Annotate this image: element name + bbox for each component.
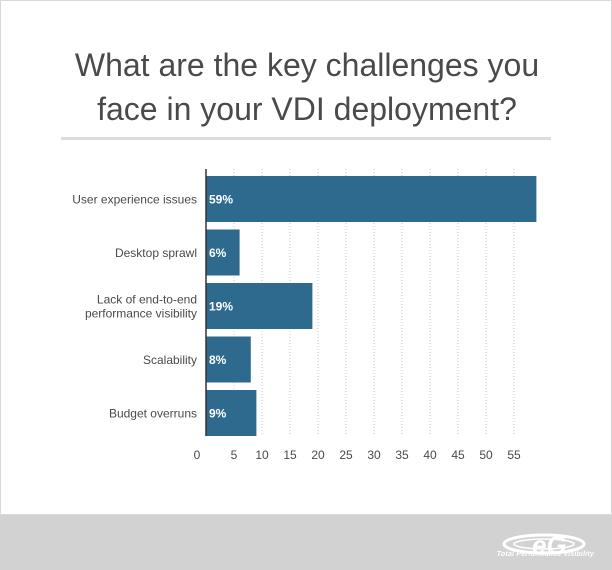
bar [206,229,240,276]
x-tick-label: 40 [423,448,437,462]
x-tick-label: 5 [231,448,238,462]
title-divider [61,137,551,140]
bar [206,336,251,383]
eg-logo: eG [502,530,586,560]
chart-title: What are the key challenges you face in … [1,43,612,131]
data-label: 8% [209,353,227,367]
x-tick-label: 25 [339,448,353,462]
x-tick-label: 15 [283,448,297,462]
x-tick-label: 0 [194,448,201,462]
category-label: Budget overruns [109,407,197,421]
x-tick-label: 45 [451,448,465,462]
bar [206,390,257,436]
data-label: 6% [209,246,227,260]
bar [206,176,537,222]
category-label: Scalability [143,353,197,367]
x-tick-label: 10 [255,448,269,462]
svg-text:eG: eG [532,530,567,560]
bar [206,283,313,329]
chart-card: What are the key challenges you face in … [0,0,612,515]
category-label: User experience issues [72,193,197,207]
category-label: Desktop sprawl [115,246,197,260]
chart-title-line-2: face in your VDI deployment? [97,91,517,127]
category-label: Lack of end-to-end [97,293,197,307]
logo-tagline: Total Performance Visibility [496,551,594,558]
footer-band [0,515,612,570]
x-tick-label: 55 [507,448,521,462]
data-label: 19% [209,300,233,314]
x-tick-label: 30 [367,448,381,462]
data-label: 59% [209,193,233,207]
chart-title-line-1: What are the key challenges you [74,47,540,83]
category-label: performance visibility [85,307,197,321]
x-tick-label: 35 [395,448,409,462]
x-tick-label: 20 [311,448,325,462]
data-label: 9% [209,407,227,421]
x-tick-label: 50 [479,448,493,462]
